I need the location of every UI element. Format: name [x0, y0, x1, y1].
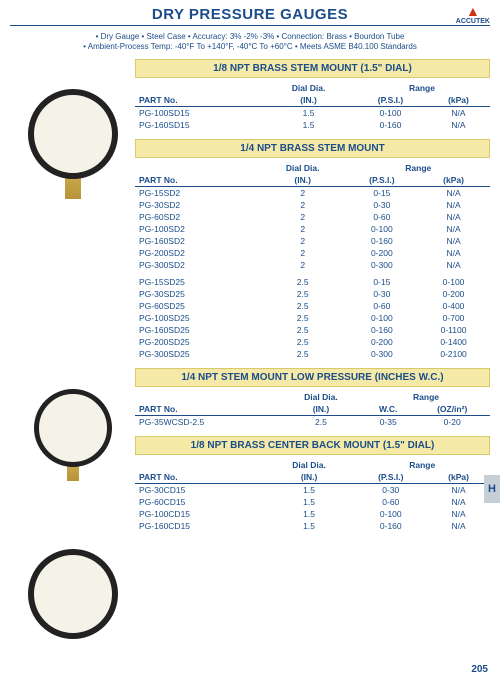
- table-row: PG-300SD252.50-3000-2100: [135, 348, 490, 360]
- spec-table: Dial Dia.RangePART No.(IN.)(P.S.I.)(kPa)…: [135, 162, 490, 360]
- spec-table: Dial Dia.RangePART No.(IN.)W.C.(OZ/in²)P…: [135, 391, 490, 428]
- table-row: PG-160CD151.50-160N/A: [135, 520, 490, 532]
- logo-text: ACCUTEK: [456, 18, 490, 25]
- table-row: PG-60SD252.50-600-400: [135, 300, 490, 312]
- page-title: DRY PRESSURE GAUGES: [10, 6, 490, 23]
- spec-line: • Dry Gauge • Steel Case • Accuracy: 3% …: [10, 32, 490, 53]
- spec-table: Dial Dia.RangePART No.(IN.)(P.S.I.)(kPa)…: [135, 459, 490, 532]
- page-number: 205: [471, 664, 488, 675]
- table-row: PG-15SD252.50-150-100: [135, 271, 490, 288]
- gauge-image: [23, 389, 123, 509]
- table-row: PG-200SD220-200N/A: [135, 247, 490, 259]
- table-row: PG-100SD252.50-1000-700: [135, 312, 490, 324]
- table-row: PG-30SD220-30N/A: [135, 199, 490, 211]
- gauge-image: [23, 89, 123, 209]
- table-row: PG-100SD220-100N/A: [135, 223, 490, 235]
- section-tab: H: [484, 475, 500, 503]
- spec-table: Dial Dia.RangePART No.(IN.)(P.S.I.)(kPa)…: [135, 82, 490, 131]
- image-column: [10, 59, 135, 679]
- content-area: 1/8 NPT BRASS STEM MOUNT (1.5" DIAL) Dial…: [10, 59, 490, 679]
- table-row: PG-100CD151.50-100N/A: [135, 508, 490, 520]
- table-row: PG-160SD220-160N/A: [135, 235, 490, 247]
- table-row: PG-35WCSD-2.52.50-350-20: [135, 415, 490, 428]
- tables-column: 1/8 NPT BRASS STEM MOUNT (1.5" DIAL) Dial…: [135, 59, 490, 679]
- catalog-page: DRY PRESSURE GAUGES ▲ ACCUTEK • Dry Gaug…: [0, 0, 500, 679]
- table-row: PG-160SD252.50-1600-1100: [135, 324, 490, 336]
- table-row: PG-30CD151.50-30N/A: [135, 483, 490, 496]
- table-row: PG-300SD220-300N/A: [135, 259, 490, 271]
- table-row: PG-30SD252.50-300-200: [135, 288, 490, 300]
- page-header: DRY PRESSURE GAUGES ▲ ACCUTEK: [10, 6, 490, 26]
- table-row: PG-200SD252.50-2000-1400: [135, 336, 490, 348]
- table-row: PG-100SD151.50-100N/A: [135, 106, 490, 119]
- section-heading: 1/4 NPT BRASS STEM MOUNT: [135, 139, 490, 158]
- table-row: PG-60CD151.50-60N/A: [135, 496, 490, 508]
- section-heading: 1/4 NPT STEM MOUNT LOW PRESSURE (INCHES …: [135, 368, 490, 387]
- table-row: PG-60SD220-60N/A: [135, 211, 490, 223]
- spec-text-1: • Dry Gauge • Steel Case • Accuracy: 3% …: [10, 32, 490, 42]
- section-heading: 1/8 NPT BRASS CENTER BACK MOUNT (1.5" DI…: [135, 436, 490, 455]
- table-row: PG-160SD151.50-160N/A: [135, 119, 490, 131]
- logo-icon: ▲: [456, 4, 490, 18]
- gauge-image: [23, 549, 123, 639]
- spec-text-2: • Ambient-Process Temp: -40°F To +140°F,…: [10, 42, 490, 52]
- table-row: PG-15SD220-15N/A: [135, 186, 490, 199]
- section-heading: 1/8 NPT BRASS STEM MOUNT (1.5" DIAL): [135, 59, 490, 78]
- brand-logo: ▲ ACCUTEK: [456, 4, 490, 25]
